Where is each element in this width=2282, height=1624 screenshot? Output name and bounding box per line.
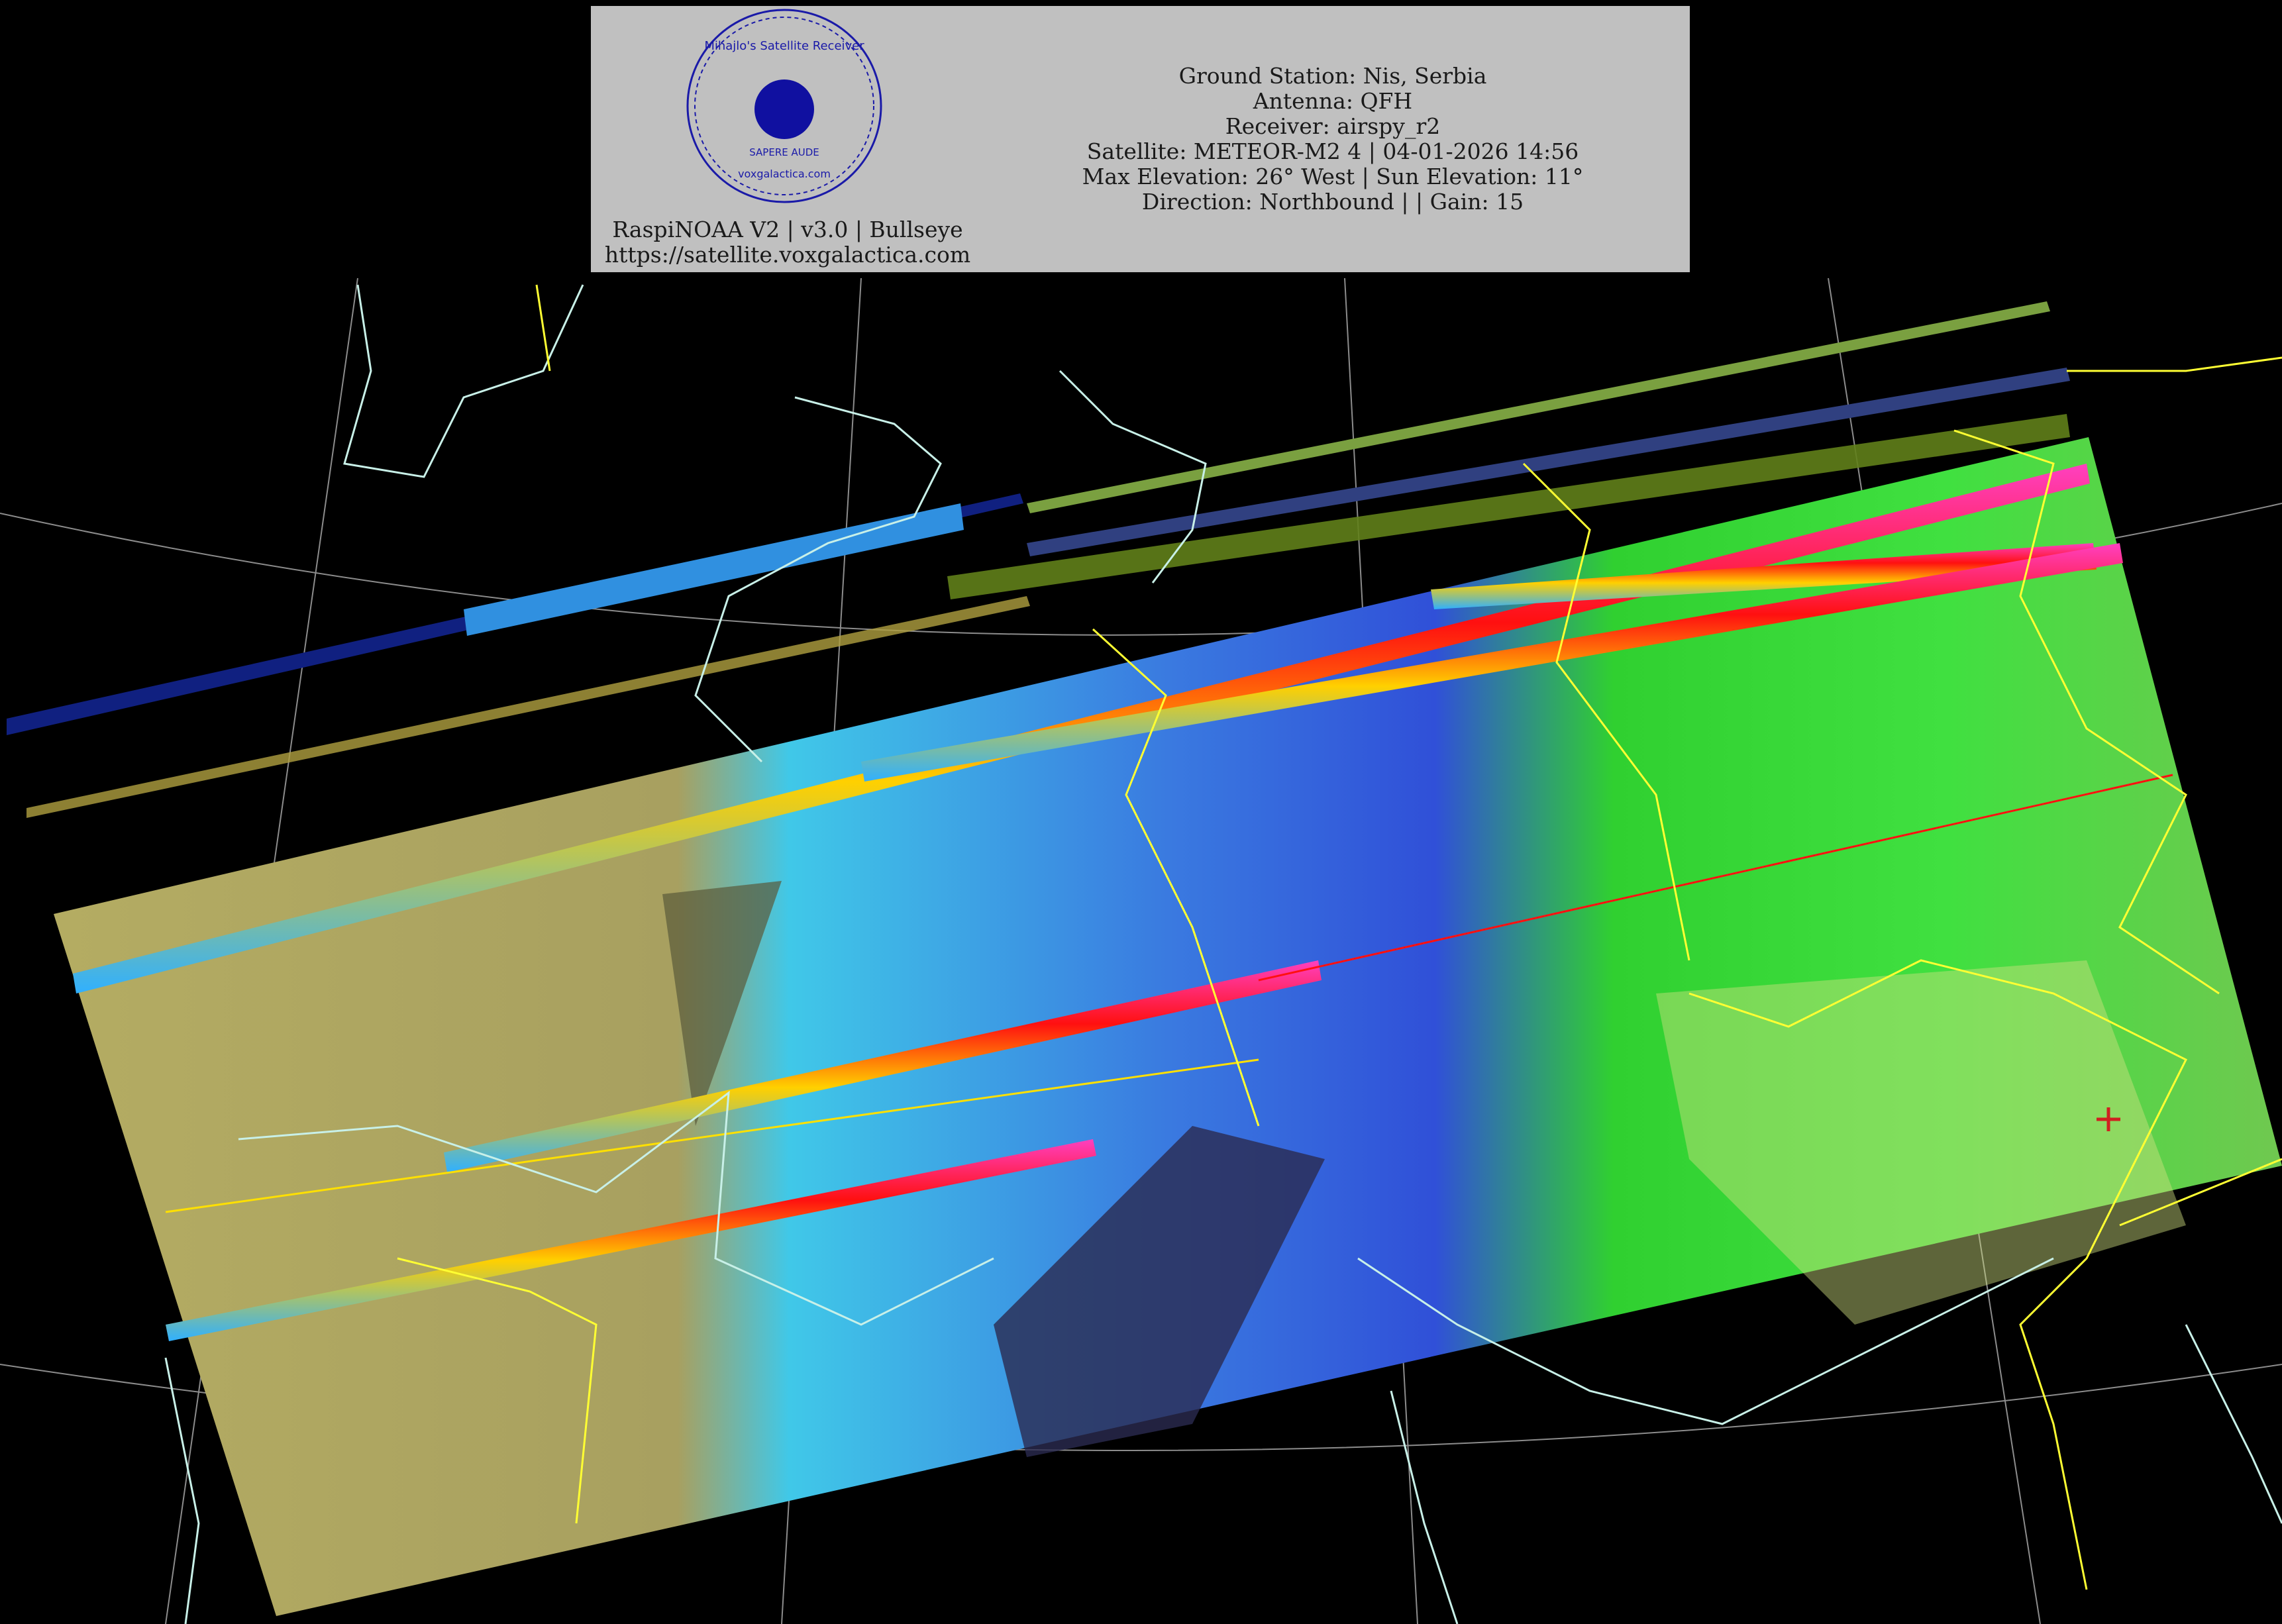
station-logo: Mihajlo's Satellite Receiver SAPERE AUDE… [686, 9, 882, 203]
coastlines [164, 284, 2282, 1624]
satellite-swath [7, 301, 2282, 1616]
country-borders [397, 284, 2282, 1590]
receiver-text: Receiver: airspy_r2 [1225, 113, 1440, 140]
ground-station-marker [2097, 1107, 2120, 1131]
svg-text:Mihajlo's Satellite Receiver: Mihajlo's Satellite Receiver [704, 39, 864, 53]
ground-station-text: Ground Station: Nis, Serbia [1179, 63, 1487, 89]
svg-text:voxgalactica.com: voxgalactica.com [738, 168, 831, 180]
software-version-text: RaspiNOAA V2 | v3.0 | Bullseye [612, 217, 962, 242]
satellite-text: Satellite: METEOR-M2 4 | 04-01-2026 14:5… [1087, 138, 1579, 164]
elevation-text: Max Elevation: 26° West | Sun Elevation:… [1082, 164, 1584, 189]
svg-text:SAPERE AUDE: SAPERE AUDE [749, 146, 819, 158]
antenna-text: Antenna: QFH [1253, 88, 1412, 114]
info-header: Mihajlo's Satellite Receiver SAPERE AUDE… [591, 6, 1690, 272]
website-url-text: https://satellite.voxgalactica.com [605, 242, 970, 268]
direction-gain-text: Direction: Northbound | | Gain: 15 [1142, 189, 1524, 215]
